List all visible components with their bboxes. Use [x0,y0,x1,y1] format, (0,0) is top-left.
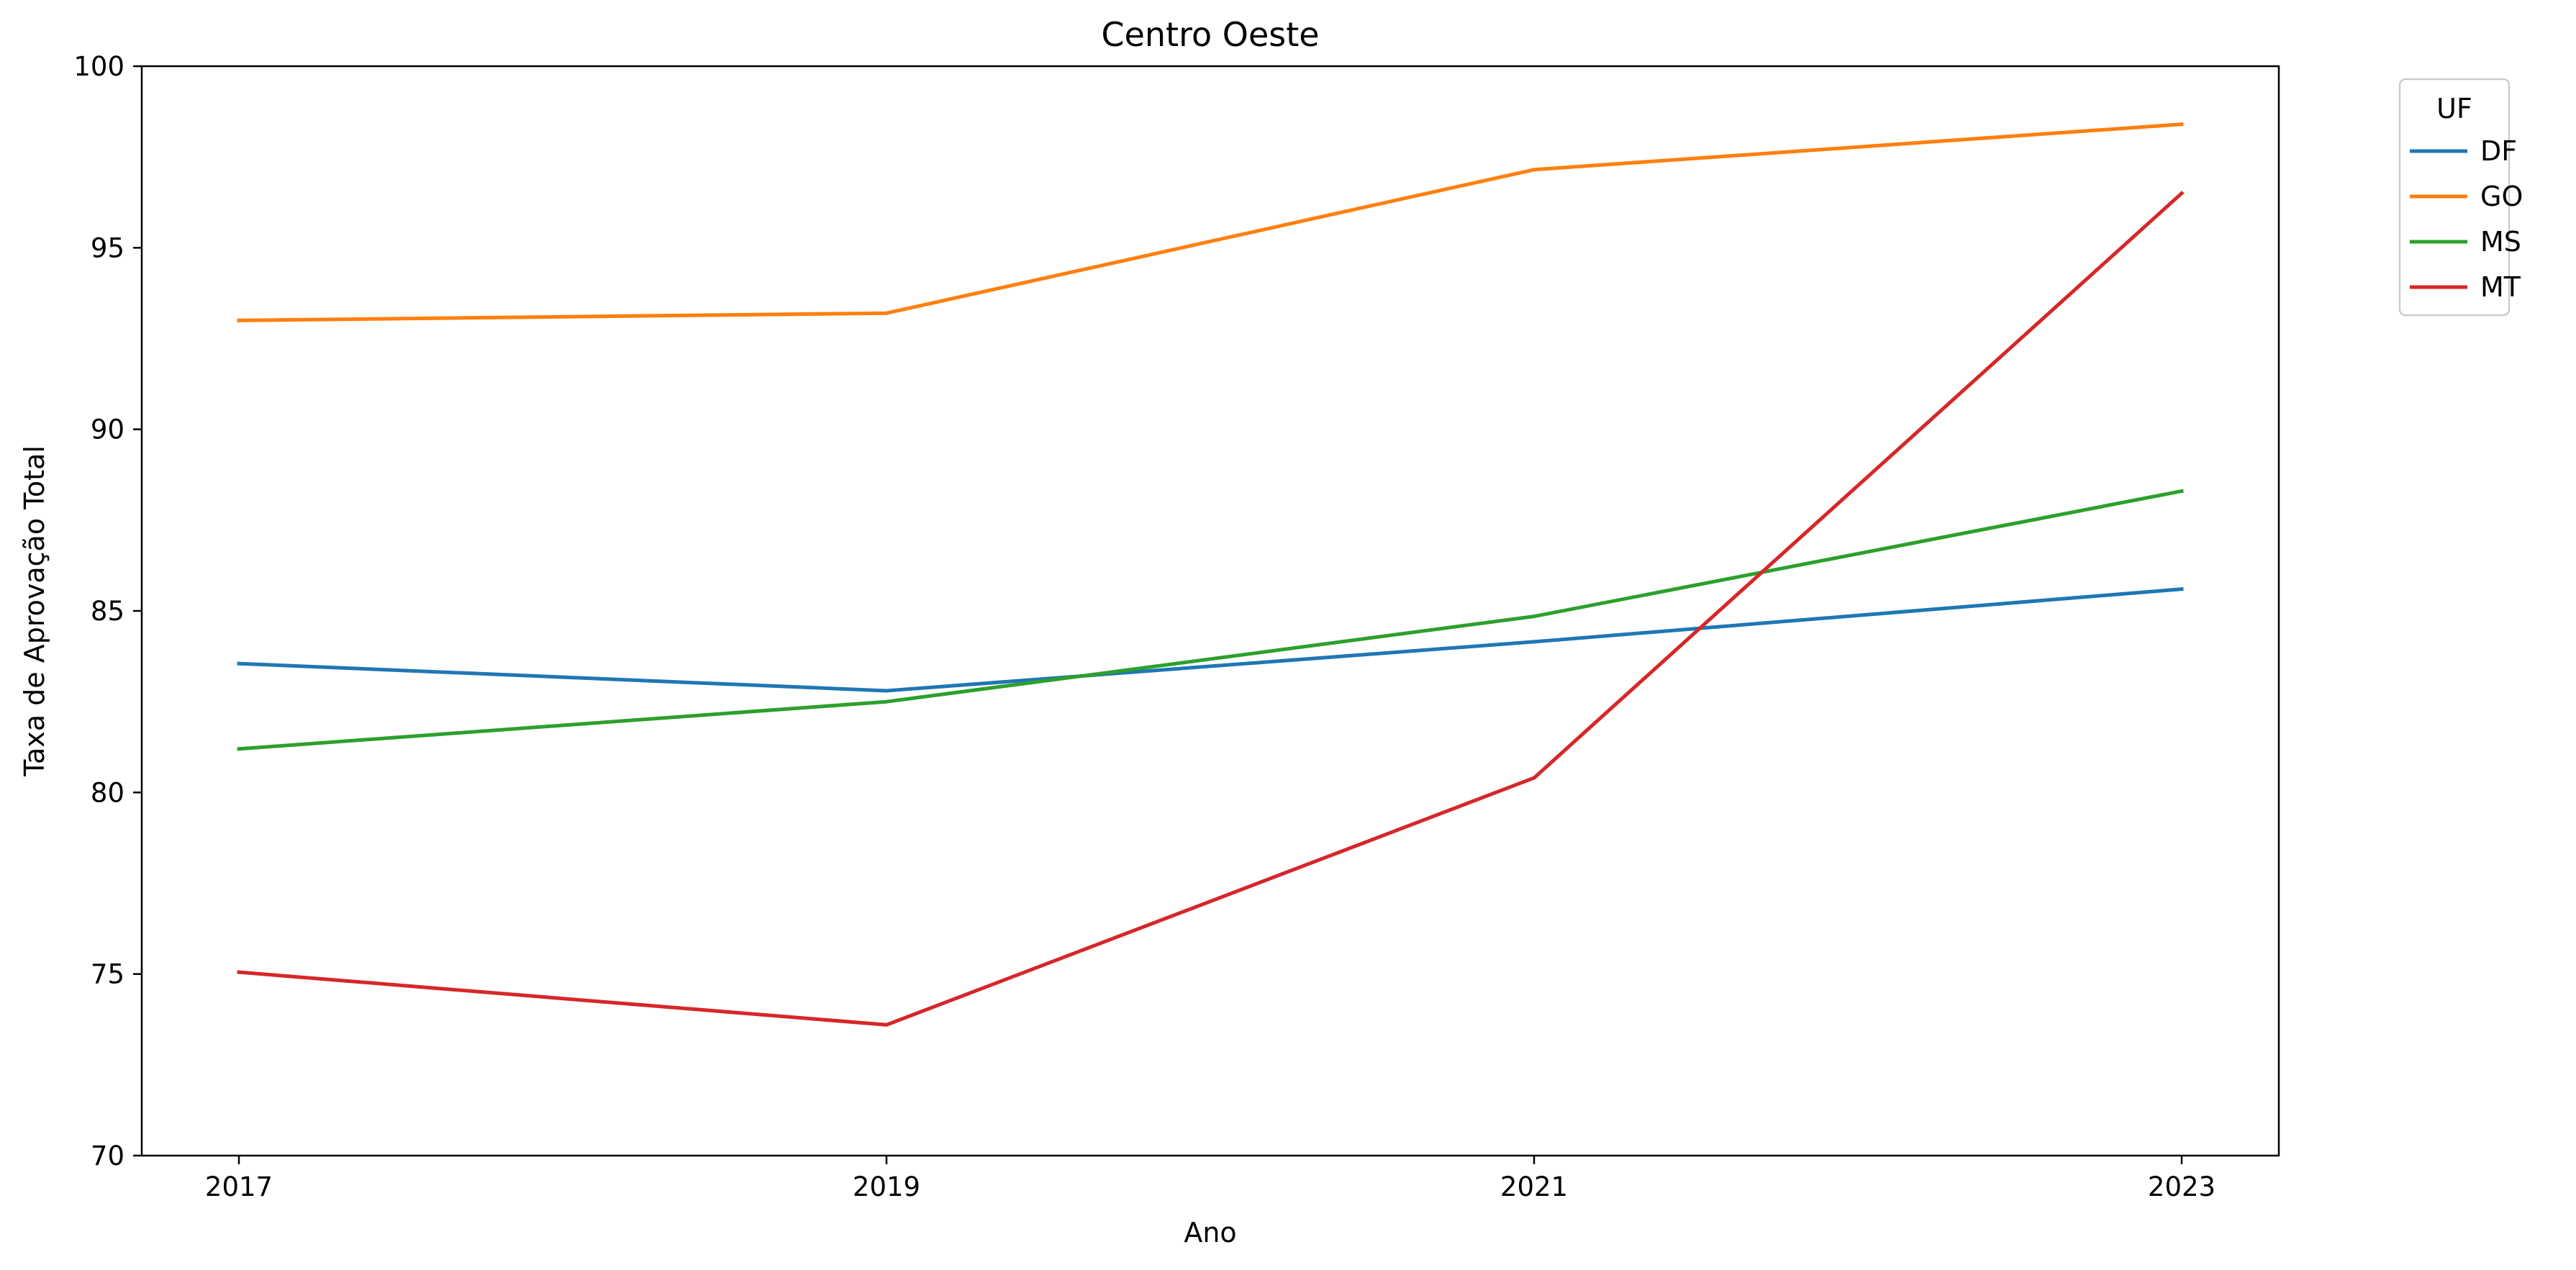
plot-area: 70 75 80 85 90 95 100 2017 2019 2021 2023 [73,51,2280,1202]
legend-label-df: DF [2480,135,2517,167]
series-line-df [237,587,2184,693]
y-tick-label: 80 [91,777,124,808]
legend-title: UF [2436,93,2472,124]
y-tick-label: 70 [91,1140,124,1171]
legend-label-go: GO [2480,181,2523,212]
y-axis-label: Taxa de Aprovação Total [19,445,50,777]
series-line-mt [237,191,2185,1027]
x-tick-label: 2023 [2148,1171,2216,1202]
series-line-go [237,122,2184,322]
y-tick-label: 85 [91,596,124,627]
y-tick-label: 75 [91,959,124,990]
x-axis-label: Ano [1184,1217,1236,1248]
legend: UF DF GO MS MT [2398,78,2523,317]
x-tick-label: 2021 [1500,1171,1568,1202]
y-tick-label: 100 [73,51,124,82]
legend-label-ms: MS [2480,226,2521,258]
series-line-ms [237,489,2184,751]
y-tick-label: 95 [91,232,124,263]
y-tick-label: 90 [91,414,124,445]
x-tick-label: 2019 [853,1171,920,1202]
x-tick-label: 2017 [205,1171,273,1202]
legend-label-mt: MT [2480,271,2521,303]
chart-title: Centro Oeste [1101,15,1319,54]
